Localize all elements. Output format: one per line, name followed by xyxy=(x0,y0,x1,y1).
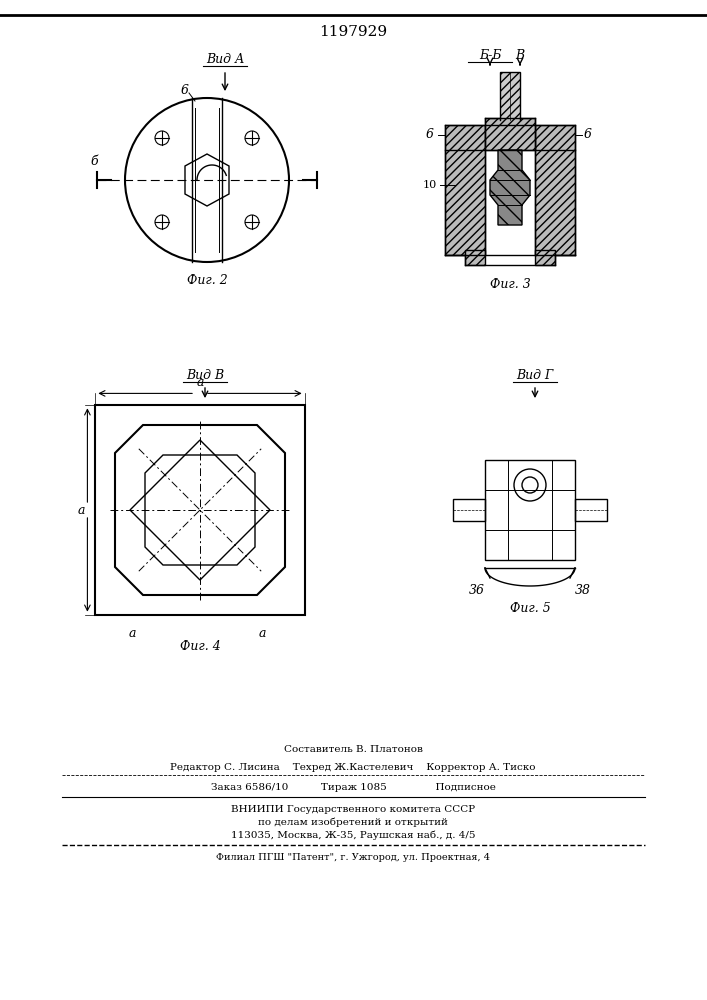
Text: В: В xyxy=(515,49,525,62)
Text: 6: 6 xyxy=(584,128,592,141)
Text: Фиг. 2: Фиг. 2 xyxy=(187,273,228,286)
Polygon shape xyxy=(490,150,530,225)
Text: по делам изобретений и открытий: по делам изобретений и открытий xyxy=(258,817,448,827)
Text: 6: 6 xyxy=(426,128,434,141)
Bar xyxy=(500,72,520,120)
Text: Фиг. 3: Фиг. 3 xyxy=(490,278,530,292)
Bar xyxy=(485,118,535,150)
Bar xyxy=(445,125,485,255)
Text: 10: 10 xyxy=(423,180,437,190)
Text: Редактор С. Лисина    Техред Ж.Кастелевич    Корректор А. Тиско: Редактор С. Лисина Техред Ж.Кастелевич К… xyxy=(170,762,536,772)
Text: б: б xyxy=(90,155,98,168)
Text: Составитель В. Платонов: Составитель В. Платонов xyxy=(284,746,423,754)
Bar xyxy=(575,499,607,521)
Text: а: а xyxy=(78,504,85,516)
Text: Заказ 6586/10          Тираж 1085               Подписное: Заказ 6586/10 Тираж 1085 Подписное xyxy=(211,782,496,792)
Text: Фиг. 4: Фиг. 4 xyxy=(180,640,221,653)
Bar xyxy=(453,499,485,521)
Bar xyxy=(485,460,575,560)
Text: ВНИИПИ Государственного комитета СССР: ВНИИПИ Государственного комитета СССР xyxy=(231,804,475,814)
Text: Фиг. 5: Фиг. 5 xyxy=(510,601,550,614)
Text: Б-Б: Б-Б xyxy=(479,49,501,62)
Bar xyxy=(95,405,305,615)
Text: Вид Г: Вид Г xyxy=(516,369,554,382)
Bar xyxy=(535,125,575,255)
Text: 1197929: 1197929 xyxy=(319,25,387,39)
Text: а: а xyxy=(197,376,204,389)
Text: 113035, Москва, Ж-35, Раушская наб., д. 4/5: 113035, Москва, Ж-35, Раушская наб., д. … xyxy=(230,830,475,840)
Text: Филиал ПГШ "Патент", г. Ужгород, ул. Проектная, 4: Филиал ПГШ "Патент", г. Ужгород, ул. Про… xyxy=(216,854,490,862)
Bar xyxy=(465,250,485,265)
Text: Вид В: Вид В xyxy=(186,369,224,382)
Text: Вид А: Вид А xyxy=(206,53,244,66)
Text: 6: 6 xyxy=(181,84,189,97)
Text: 36: 36 xyxy=(469,584,485,596)
Text: а: а xyxy=(259,627,266,640)
Text: а: а xyxy=(129,627,136,640)
Text: 38: 38 xyxy=(575,584,591,596)
Bar xyxy=(535,250,555,265)
